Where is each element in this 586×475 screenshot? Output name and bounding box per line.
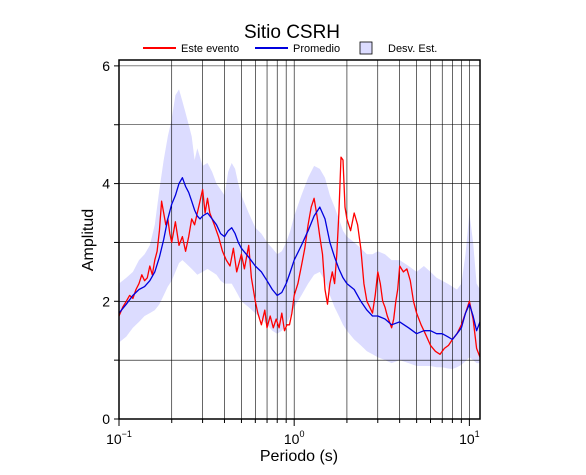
x-axis-title: Periodo (s) [260,448,338,465]
plot-frame [118,59,481,420]
series-line-promedio [118,177,481,341]
x-tick-label: 10−1 [106,429,132,447]
x-tick-label: 101 [459,429,480,447]
std-dev-band [119,89,480,370]
plot-area [118,59,481,420]
legend-label-promedio: Promedio [293,43,340,55]
legend: Este evento Promedio Desv. Est. [143,41,437,55]
y-tick-label: 0 [102,411,110,427]
legend-swatch-desv-est [359,41,373,55]
legend-label-desv-est: Desv. Est. [388,43,437,55]
y-axis-title: Amplitud [80,209,97,271]
y-axis: 0 2 4 6 [102,58,119,427]
y-tick-label: 4 [102,176,110,192]
series-line-este-evento [118,156,481,358]
y-tick-label: 2 [102,293,110,309]
x-axis: 10−1 100 101 [106,419,480,447]
x-tick-label: 100 [284,429,305,447]
legend-label-este-evento: Este evento [181,43,239,55]
chart-title: Sitio CSRH [244,22,340,43]
y-tick-label: 6 [102,58,110,74]
